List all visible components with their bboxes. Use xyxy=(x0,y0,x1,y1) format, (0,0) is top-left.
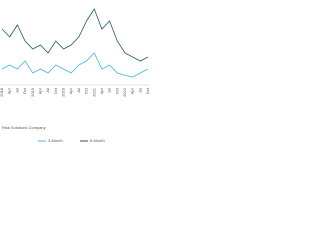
x-tick-label: Apr xyxy=(7,87,12,94)
line xyxy=(1,8,149,62)
x-tick-label: Jul xyxy=(137,88,142,93)
x-tick-label: Apr xyxy=(130,87,135,94)
x-tick-label: Apr xyxy=(68,87,73,94)
x-tick-label: Jul xyxy=(107,88,112,93)
x-tick-label: Jul xyxy=(76,88,81,93)
x-tick-label: Jul xyxy=(14,88,19,93)
x-tick-label: Oct xyxy=(114,87,119,94)
x-tick-label: 2020 xyxy=(61,87,66,97)
line xyxy=(1,52,149,78)
x-tick-label: Oct xyxy=(145,87,150,94)
source: Risk Solutions Company xyxy=(2,125,46,130)
x-tick-label: Apr xyxy=(99,87,104,94)
x-tick-label: Jul xyxy=(45,88,50,93)
x-tick-label: Oct xyxy=(53,87,58,94)
legend-label: 6-Month xyxy=(90,138,105,143)
x-tick-label: 2019 xyxy=(30,87,35,97)
x-tick-label: 2022 xyxy=(122,87,127,97)
legend-label: 3-Month xyxy=(48,138,63,143)
x-tick-label: Apr xyxy=(37,87,42,94)
chart: Risk Solutions Company 2018 Apr Jul Oct 2019… xyxy=(0,8,150,143)
x-tick-label: Oct xyxy=(84,87,89,94)
x-tick-label: 2021 xyxy=(91,87,96,97)
x-tick-label: 2018 xyxy=(0,87,4,97)
x-tick-label: Oct xyxy=(22,87,27,94)
